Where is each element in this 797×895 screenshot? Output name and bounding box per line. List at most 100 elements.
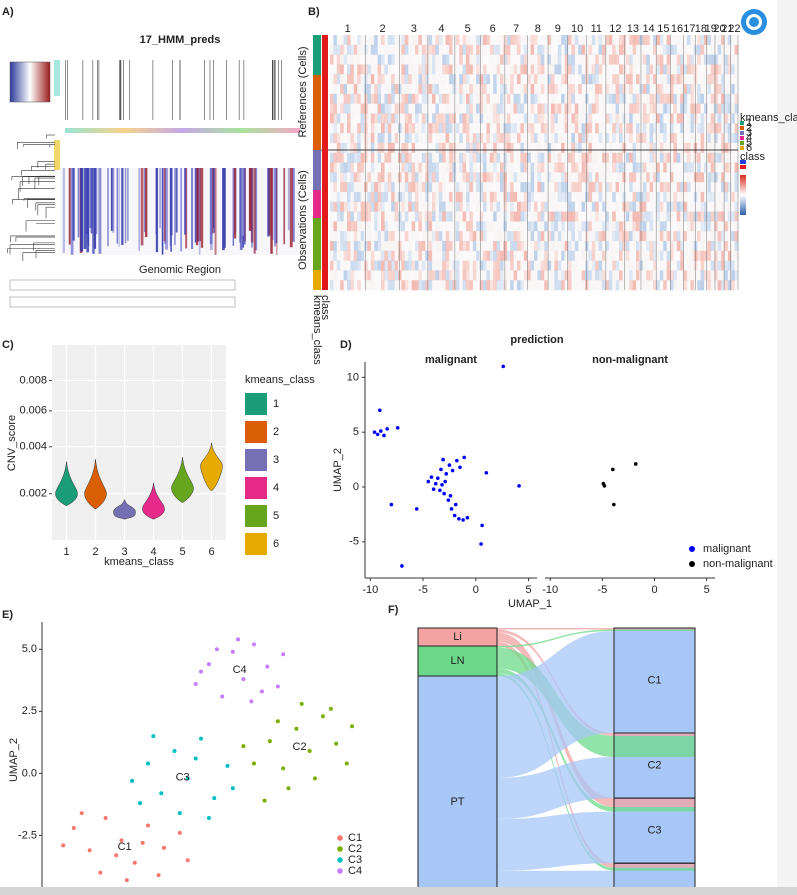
point	[633, 462, 638, 466]
heatmap-cell	[622, 231, 627, 242]
heatmap-cell	[428, 182, 433, 193]
heatmap-cell	[459, 123, 463, 134]
heatmap-cell	[704, 270, 708, 281]
heatmap-cell	[598, 201, 603, 212]
heatmap-cell	[442, 44, 446, 55]
point	[61, 843, 66, 848]
heatmap-cell	[387, 35, 392, 46]
heatmap-cell	[700, 74, 705, 85]
heatmap-cell	[442, 260, 446, 271]
heatmap-cell	[642, 93, 647, 104]
heatmap-cell	[605, 211, 610, 222]
heatmap-cell	[666, 270, 671, 281]
heatmap-cell	[632, 54, 637, 65]
heatmap-cell	[581, 191, 586, 203]
heatmap-cell	[486, 172, 491, 183]
heatmap-cell	[353, 182, 358, 193]
heatmap-cell	[619, 182, 623, 193]
heatmap-cell	[442, 162, 446, 173]
heatmap-cell	[666, 93, 671, 104]
heatmap-cell	[466, 103, 470, 114]
heatmap-cell	[510, 201, 514, 212]
heatmap-cell	[449, 152, 453, 163]
heatmap-cell	[449, 54, 453, 65]
heatmap-cell	[415, 93, 419, 104]
heatmap-cell	[455, 172, 460, 183]
heatmap-cell	[615, 54, 620, 65]
heatmap-cell	[547, 54, 552, 65]
heatmap-cell	[364, 152, 368, 163]
heatmap-cell	[564, 133, 569, 144]
heatmap-cell	[479, 201, 484, 212]
heatmap-cell	[330, 74, 334, 85]
heatmap-cell	[411, 74, 416, 85]
heatmap-cell	[408, 93, 412, 104]
heatmap-cell	[602, 191, 606, 203]
heatmap-cell	[670, 221, 674, 232]
heatmap-cell	[360, 172, 365, 183]
heatmap-cell	[591, 221, 596, 232]
heatmap-cell	[690, 182, 695, 193]
heatmap-cell	[727, 113, 732, 124]
heatmap-cell	[687, 182, 691, 193]
heatmap-cell	[472, 231, 477, 242]
heatmap-cell	[683, 260, 688, 271]
heatmap-cell	[554, 162, 559, 173]
point	[267, 739, 272, 744]
heatmap-cell	[476, 93, 480, 104]
heatmap-cell	[646, 54, 650, 65]
heatmap-cell	[690, 74, 695, 85]
heatmap-cell	[554, 231, 559, 242]
heatmap-cell	[683, 231, 688, 242]
heatmap-cell	[510, 172, 514, 183]
heatmap-cell	[425, 152, 429, 163]
point	[199, 736, 203, 741]
heatmap-cell	[384, 172, 389, 183]
heatmap-cell	[503, 152, 508, 163]
heatmap-cell	[442, 133, 446, 144]
heatmap-cell	[391, 35, 395, 46]
heatmap-cell	[568, 84, 572, 95]
heatmap-cell	[642, 54, 647, 65]
heatmap-cell	[425, 142, 429, 153]
heatmap-cell	[700, 84, 705, 95]
heatmap-cell	[513, 142, 518, 153]
heatmap-cell	[435, 240, 440, 252]
heatmap-cell	[629, 191, 633, 203]
heatmap-cell	[455, 250, 460, 261]
legend-label: C4	[348, 865, 362, 877]
heatmap-cell	[404, 113, 409, 124]
heatmap-cell	[670, 162, 674, 173]
heatmap-cell	[401, 44, 406, 55]
heatmap-cell	[489, 211, 494, 222]
heatmap-cell	[421, 182, 426, 193]
heatmap-cell	[676, 103, 681, 114]
heatmap-cell	[445, 35, 450, 46]
heatmap-cell	[336, 201, 341, 212]
heatmap-cell	[642, 231, 647, 242]
heatmap-cell	[472, 240, 477, 252]
heatmap-cell	[544, 103, 548, 114]
heatmap-cell	[704, 74, 708, 85]
heatmap-cell	[591, 113, 596, 124]
heatmap-cell	[683, 113, 688, 124]
heatmap-cell	[574, 182, 579, 193]
heatmap-cell	[462, 84, 467, 95]
point	[185, 858, 190, 863]
legend-box	[9, 296, 236, 308]
heatmap-cell	[687, 44, 691, 55]
heatmap-cell	[527, 44, 531, 55]
heatmap-cell	[411, 191, 416, 203]
heatmap-cell	[663, 231, 667, 242]
heatmap-cell	[608, 211, 613, 222]
heatmap-cell	[449, 211, 453, 222]
heatmap-cell	[734, 142, 739, 153]
heatmap-cell	[693, 93, 698, 104]
chromosome-label: 1	[345, 23, 351, 35]
heatmap-cell	[384, 103, 389, 114]
heatmap-cell	[568, 123, 572, 134]
x-tick-label: 2	[92, 546, 98, 558]
heatmap-cell	[415, 162, 419, 173]
heatmap-cell	[445, 211, 450, 222]
heatmap-cell	[347, 191, 351, 203]
